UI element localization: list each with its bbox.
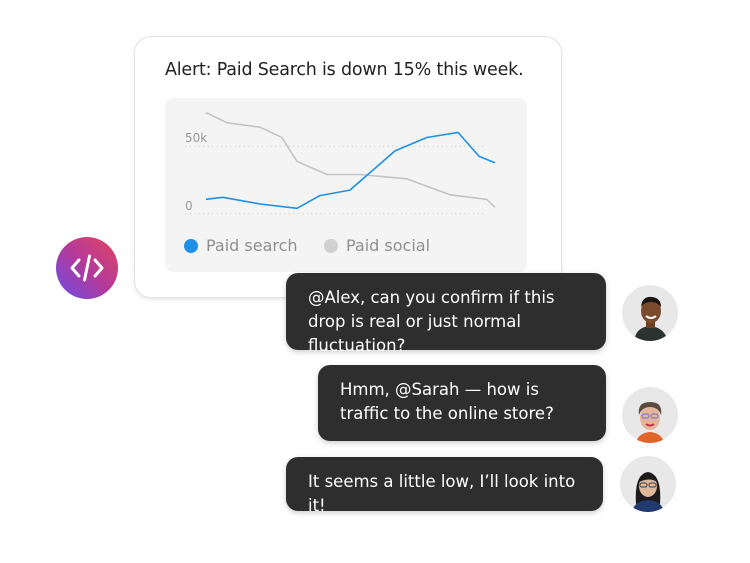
legend-label: Paid social [346,236,431,255]
app-icon [56,237,118,299]
paid-search-dot-icon [184,238,198,253]
chat-message-2: Hmm, @Sarah — how is traffic to the onli… [318,365,606,441]
line-chart: 50k 0 Paid search Paid social [165,98,527,272]
paid-social-dot-icon [324,238,338,253]
legend-paid-social: Paid social [324,236,430,255]
man-avatar-icon [634,296,668,341]
avatar-coworker [620,456,676,512]
series-line-paid-social [205,111,496,208]
code-icon [70,254,104,282]
legend-label: Paid search [206,236,298,255]
woman-avatar-icon [636,402,664,443]
chart-svg: 50k 0 [185,111,496,215]
legend-paid-search: Paid search [184,236,298,255]
chat-message-1: @Alex, can you confirm if this drop is r… [286,273,606,355]
y-tick-50k: 50k [185,131,207,145]
avatar-alex [622,285,678,341]
alert-title: Alert: Paid Search is down 15% this week… [165,60,524,80]
avatar-sarah [622,387,678,443]
chat-message-3: It seems a little low, I’ll look into it… [286,457,603,515]
series-line-paid-search [205,131,496,210]
woman-avatar-icon [632,472,664,512]
y-tick-0: 0 [185,199,193,213]
